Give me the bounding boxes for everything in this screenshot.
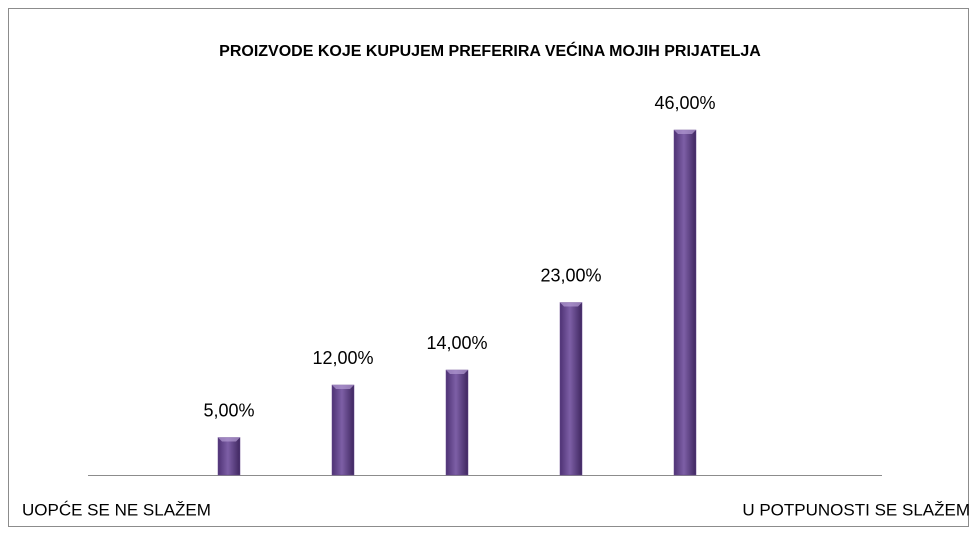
bar-bevel xyxy=(674,130,696,134)
bar xyxy=(445,369,469,476)
bar xyxy=(673,129,697,476)
value-label: 46,00% xyxy=(654,93,715,113)
bar-bevel xyxy=(560,302,582,307)
bar xyxy=(217,437,241,476)
value-label: 12,00% xyxy=(312,348,373,368)
bar-bevel xyxy=(332,385,354,389)
chart-title: PROIZVODE KOJE KUPUJEM PREFERIRA VEĆINA … xyxy=(219,41,761,60)
annotation: UOPĆE SE NE SLAŽEM xyxy=(22,500,211,519)
annotation: U POTPUNOSTI SE SLAŽEM xyxy=(742,500,970,519)
value-label: 5,00% xyxy=(203,400,254,420)
value-label: 14,00% xyxy=(426,333,487,353)
bar xyxy=(331,384,355,476)
chart-frame xyxy=(8,8,969,527)
bar-bevel xyxy=(218,437,240,442)
bar xyxy=(559,302,583,476)
bar-bevel xyxy=(446,370,468,374)
value-label: 23,00% xyxy=(540,265,601,285)
